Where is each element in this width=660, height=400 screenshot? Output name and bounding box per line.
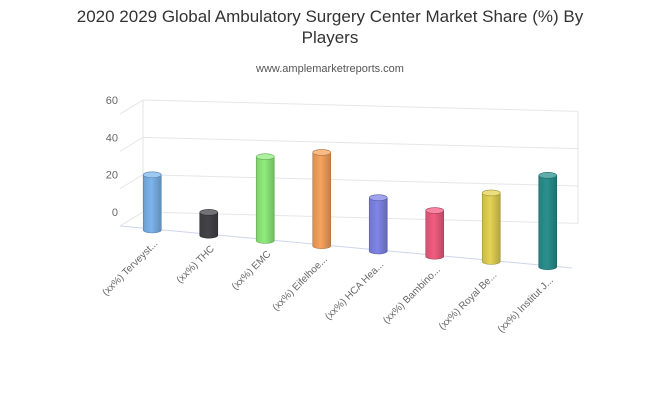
x-category-label: (xx%) Eifelhoe... [271, 254, 330, 313]
y-tick-label: 40 [106, 132, 118, 144]
bar-top [312, 149, 332, 156]
bar-2[interactable] [255, 153, 275, 244]
bar-top [199, 209, 219, 216]
bar-top [142, 171, 162, 179]
gridline-side-0 [119, 211, 144, 227]
bar-0[interactable] [142, 171, 162, 234]
bar-5[interactable] [425, 207, 445, 260]
gridline-60 [142, 99, 579, 112]
bar-top [368, 194, 388, 201]
bar-7[interactable] [538, 172, 558, 271]
bar-body [538, 175, 558, 271]
bar-body [368, 197, 388, 255]
gridline-side-40 [119, 136, 144, 152]
x-category-label: (xx%) Bambino... [381, 265, 443, 327]
chart-subtitle: www.amplemarketreports.com [256, 63, 404, 75]
x-category-label: (xx%) EMC [230, 249, 274, 293]
x-axis-line [119, 225, 573, 269]
y-tick-label: 0 [112, 207, 118, 219]
chart-title-line-2: Players [301, 28, 359, 47]
bar-body [481, 192, 501, 265]
bar-body [255, 156, 275, 244]
chart-title-line-1: 2020 2029 Global Ambulatory Surgery Cent… [76, 7, 584, 26]
bar-top [255, 153, 275, 161]
x-category-label: (xx%) HCA Hea... [323, 259, 386, 322]
bar-body [142, 174, 162, 234]
bar-6[interactable] [481, 189, 501, 265]
bar-body [199, 212, 219, 239]
x-category-label: (xx%) Royal Be... [437, 270, 499, 332]
bar-3[interactable] [312, 149, 332, 250]
bar-4[interactable] [368, 194, 388, 255]
x-category-label: (xx%) THC [175, 244, 217, 286]
bar-layer [142, 149, 558, 271]
bar-1[interactable] [199, 209, 219, 239]
chart-title: 2020 2029 Global Ambulatory Surgery Cent… [0, 6, 660, 48]
gridline-40 [142, 136, 579, 150]
gridline-side-60 [119, 99, 144, 115]
bar-top [425, 207, 445, 214]
y-axis-ticks: 0 20 40 60 [106, 95, 118, 219]
x-category-label: (xx%) Institut J... [496, 275, 556, 335]
bar-top [481, 189, 501, 197]
bar-body [312, 152, 332, 250]
gridline-side-20 [119, 174, 144, 190]
x-category-label: (xx%) Terveyst... [100, 238, 160, 298]
bar-body [425, 210, 445, 260]
y-tick-label: 20 [106, 170, 118, 182]
grid-layer [119, 99, 579, 269]
gridline-20 [142, 174, 579, 187]
bar-top [538, 172, 558, 179]
y-tick-label: 60 [106, 95, 118, 107]
